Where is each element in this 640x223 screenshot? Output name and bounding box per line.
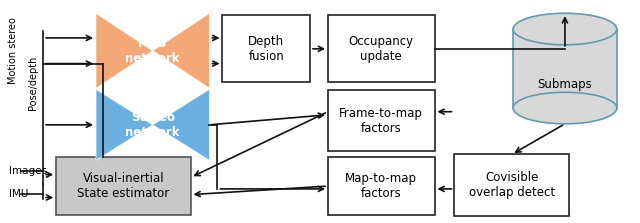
Bar	[328, 157, 435, 215]
Polygon shape	[153, 13, 209, 88]
Ellipse shape	[513, 13, 617, 45]
Bar	[328, 15, 435, 82]
Text: Stereo
network: Stereo network	[125, 111, 180, 139]
Bar	[56, 157, 191, 215]
Text: Images: Images	[10, 166, 47, 176]
Text: Pose/depth: Pose/depth	[28, 55, 38, 109]
Text: Motion stereo: Motion stereo	[8, 17, 19, 84]
Text: Covisible
overlap detect: Covisible overlap detect	[468, 171, 555, 199]
Ellipse shape	[513, 92, 617, 124]
Polygon shape	[96, 13, 153, 88]
Bar	[223, 15, 310, 82]
Text: Visual-inertial
State estimator: Visual-inertial State estimator	[77, 172, 170, 200]
Text: MVS
network: MVS network	[125, 37, 180, 65]
Bar	[454, 155, 569, 216]
Polygon shape	[153, 89, 209, 160]
Text: Depth
fusion: Depth fusion	[248, 35, 284, 63]
Bar	[328, 90, 435, 151]
Polygon shape	[96, 89, 153, 160]
Text: Frame-to-map
factors: Frame-to-map factors	[339, 107, 423, 135]
Text: Occupancy
update: Occupancy update	[349, 35, 414, 63]
Text: Map-to-map
factors: Map-to-map factors	[345, 172, 417, 200]
Text: Submaps: Submaps	[538, 78, 592, 91]
Text: IMU: IMU	[10, 189, 29, 199]
Bar	[513, 29, 617, 108]
